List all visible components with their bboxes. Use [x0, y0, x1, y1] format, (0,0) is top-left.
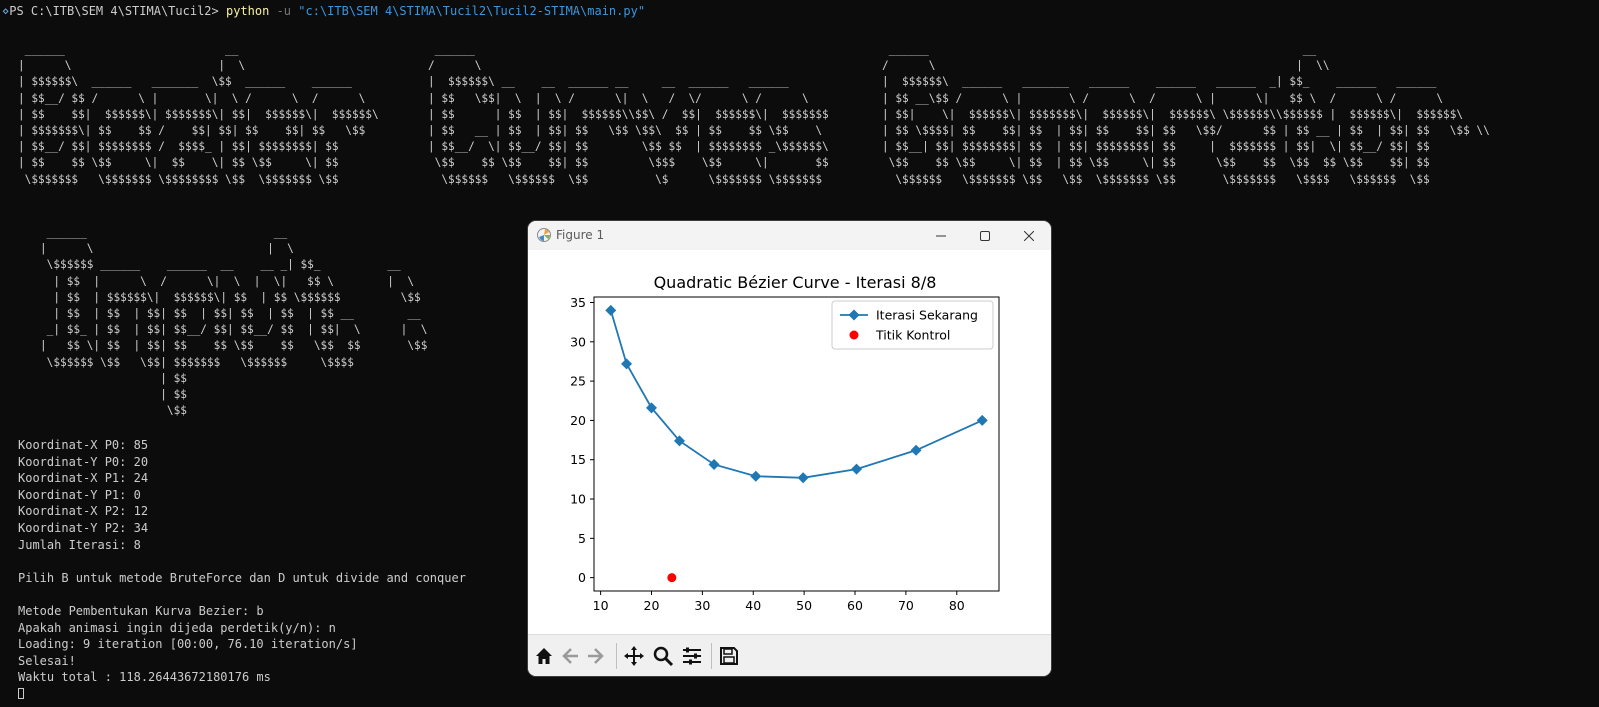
bezier-chart: Quadratic Bézier Curve - Iterasi 8/8 10 2…	[570, 273, 1000, 613]
legend-marker	[848, 309, 860, 321]
x-tick-label: 30	[694, 598, 710, 613]
x-tick-label: 50	[796, 598, 812, 613]
close-button[interactable]	[1007, 221, 1051, 250]
terminal-output-line: Koordinat-X P2: 12	[18, 504, 149, 519]
matplotlib-icon	[537, 228, 551, 242]
forward-icon	[588, 648, 604, 664]
command-path: "c:\ITB\SEM 4\STIMA\Tucil2\Tucil2-STIMA\…	[298, 4, 646, 18]
maximize-button[interactable]	[963, 221, 1007, 250]
terminal-cursor	[18, 688, 24, 699]
maximize-icon	[980, 230, 990, 241]
zoom-button[interactable]	[651, 644, 675, 668]
minimize-icon	[936, 235, 946, 236]
legend-marker	[849, 330, 859, 340]
y-tick-label: 5	[578, 531, 586, 546]
save-icon	[720, 647, 738, 665]
chart-title: Quadratic Bézier Curve - Iterasi 8/8	[654, 273, 937, 292]
powershell-icon: ⋄	[2, 4, 10, 18]
axes-frame	[593, 296, 1000, 592]
back-button[interactable]	[558, 644, 582, 668]
ascii-banner-input: ______ __ | \ | \ \$$$$$$ ______ ______ …	[40, 226, 428, 418]
legend-label: Titik Kontrol	[875, 328, 950, 343]
forward-button[interactable]	[584, 644, 608, 668]
terminal-output-line: Jumlah Iterasi: 8	[18, 537, 141, 552]
y-tick-label: 20	[570, 413, 586, 428]
close-icon	[1024, 230, 1034, 241]
x-tick-label: 60	[847, 598, 863, 613]
x-tick-label: 80	[949, 598, 965, 613]
curve-point	[976, 414, 988, 426]
command-text: python	[225, 4, 270, 18]
curve-point	[673, 435, 685, 447]
x-tick-label: 20	[644, 598, 660, 613]
prompt-text: PS C:\ITB\SEM 4\STIMA\Tucil2>	[9, 4, 226, 18]
y-tick-label: 25	[570, 374, 586, 389]
terminal-output-line: Metode Pembentukan Kurva Bezier: b	[18, 604, 264, 618]
curve-point	[851, 463, 863, 475]
terminal-output-line: Selesai!	[18, 653, 76, 668]
curve-point	[645, 402, 657, 414]
figure-window[interactable]: Figure 1 Quadratic Bézier Curve - Iteras…	[528, 221, 1051, 676]
ascii-banner-curve: ______ / \ | $$$$$$\ __ __ ______ __ __ …	[428, 43, 829, 186]
pan-button[interactable]	[622, 644, 646, 668]
zoom-icon	[653, 646, 674, 667]
window-title: Figure 1	[556, 228, 605, 242]
command-flag: -u	[276, 4, 292, 18]
y-tick-label: 15	[570, 452, 586, 467]
terminal-output-line: Koordinat-Y P1: 0	[18, 487, 141, 502]
curve-point	[910, 444, 922, 456]
back-icon	[562, 648, 578, 664]
save-button[interactable]	[717, 644, 741, 668]
terminal-output-line: Loading: 9 iteration [00:00, 76.10 itera…	[18, 637, 358, 652]
terminal-output-line: Koordinat-X P1: 24	[18, 471, 149, 486]
x-tick-label: 70	[898, 598, 914, 613]
terminal-output-line: Pilih B untuk metode BruteForce dan D un…	[18, 570, 466, 585]
window-titlebar[interactable]: Figure 1	[528, 221, 1051, 250]
ascii-banner-generator: ______ __ / \ | \\ | $$$$$$\ ______ ____…	[882, 43, 1490, 186]
legend-label: Iterasi Sekarang	[876, 308, 978, 323]
terminal-output-line: Koordinat-X P0: 85	[18, 438, 149, 452]
configure-subplots-button[interactable]	[680, 644, 704, 668]
ascii-banner-bezier: ______ __ | \ | \ | $$$$$$\ ______ _____…	[18, 43, 379, 186]
y-tick-label: 30	[570, 334, 586, 349]
minimize-button[interactable]	[919, 221, 963, 250]
curve-point	[708, 458, 720, 470]
curve-point	[605, 304, 617, 316]
legend-box	[831, 300, 994, 350]
terminal-output-line: Koordinat-Y P0: 20	[18, 454, 149, 469]
pan-icon	[624, 646, 644, 666]
toolbar-separator	[711, 643, 712, 669]
curve-point	[750, 470, 762, 482]
terminal-output-line: Apakah animasi ingin dijeda perdetik(y/n…	[18, 620, 336, 635]
configure-subplots-icon	[683, 647, 701, 665]
home-button[interactable]	[532, 644, 556, 668]
y-tick-label: 0	[578, 570, 586, 585]
y-tick-label: 10	[570, 492, 586, 507]
control-point	[667, 573, 677, 583]
prompt-line: ⋄PS C:\ITB\SEM 4\STIMA\Tucil2> python -u…	[2, 3, 645, 19]
plot-canvas[interactable]: Quadratic Bézier Curve - Iterasi 8/8 10 2…	[528, 250, 1051, 634]
terminal-output-line: Waktu total : 118.26443672180176 ms	[18, 670, 271, 685]
y-tick-label: 35	[570, 295, 586, 310]
home-icon	[536, 648, 552, 664]
series-line	[609, 310, 983, 479]
curve-point	[797, 472, 809, 484]
x-tick-label: 10	[593, 598, 609, 613]
curve-point	[621, 358, 633, 370]
terminal-output-line: Koordinat-Y P2: 34	[18, 521, 149, 535]
toolbar-separator	[616, 643, 617, 669]
x-tick-label: 40	[745, 598, 761, 613]
figure-toolbar	[528, 634, 1051, 676]
